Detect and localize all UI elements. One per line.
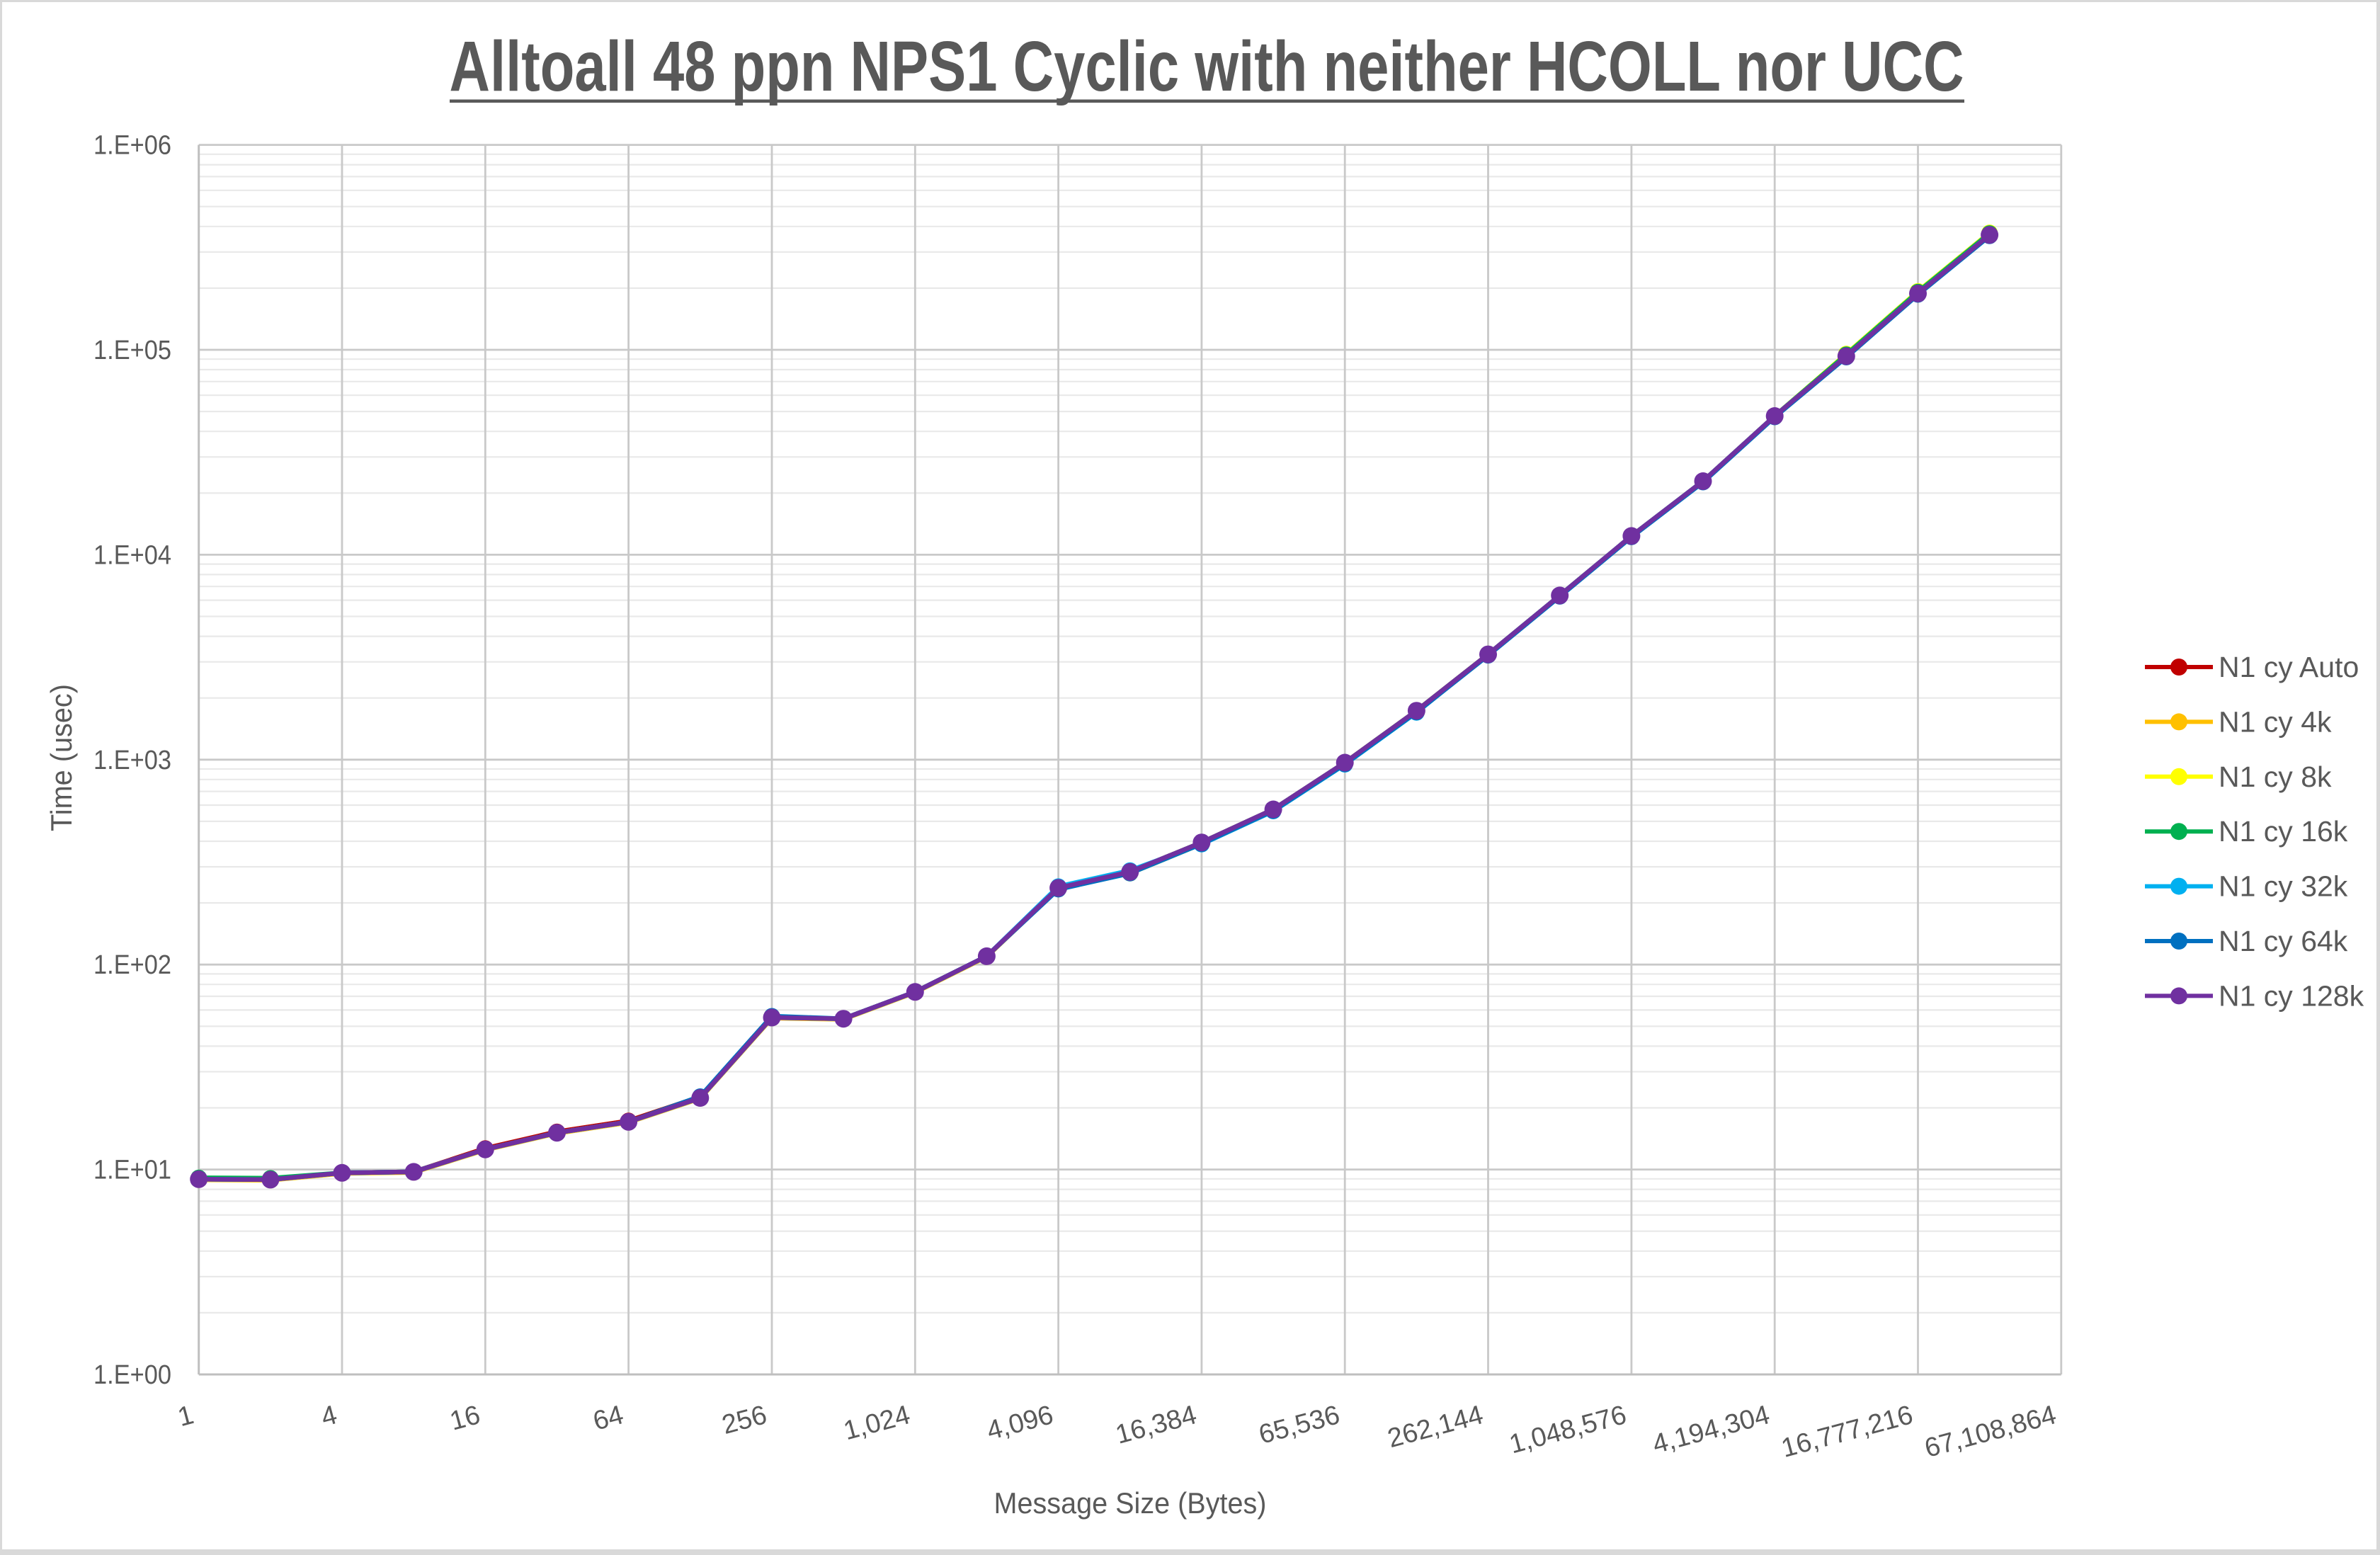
svg-text:1.E+00: 1.E+00 <box>93 1360 171 1390</box>
svg-text:N1 cy 8k: N1 cy 8k <box>2219 761 2332 793</box>
svg-text:Alltoall 48 ppn NPS1 Cyclic wi: Alltoall 48 ppn NPS1 Cyclic with neither… <box>450 27 1964 106</box>
svg-text:N1 cy 128k: N1 cy 128k <box>2219 979 2364 1012</box>
svg-text:N1 cy 64k: N1 cy 64k <box>2219 925 2348 957</box>
svg-text:N1 cy Auto: N1 cy Auto <box>2219 651 2359 683</box>
svg-text:1.E+04: 1.E+04 <box>93 540 171 570</box>
svg-text:N1 cy 4k: N1 cy 4k <box>2219 705 2332 738</box>
svg-text:N1 cy 16k: N1 cy 16k <box>2219 815 2348 848</box>
svg-text:1.E+05: 1.E+05 <box>93 336 171 365</box>
svg-text:1.E+01: 1.E+01 <box>93 1156 171 1185</box>
svg-text:N1 cy 32k: N1 cy 32k <box>2219 870 2348 903</box>
svg-text:Message Size (Bytes): Message Size (Bytes) <box>994 1486 1267 1520</box>
svg-text:Time (usec): Time (usec) <box>45 684 78 831</box>
svg-text:1.E+02: 1.E+02 <box>93 950 171 980</box>
svg-text:1.E+03: 1.E+03 <box>93 746 171 775</box>
svg-text:1.E+06: 1.E+06 <box>93 131 171 161</box>
